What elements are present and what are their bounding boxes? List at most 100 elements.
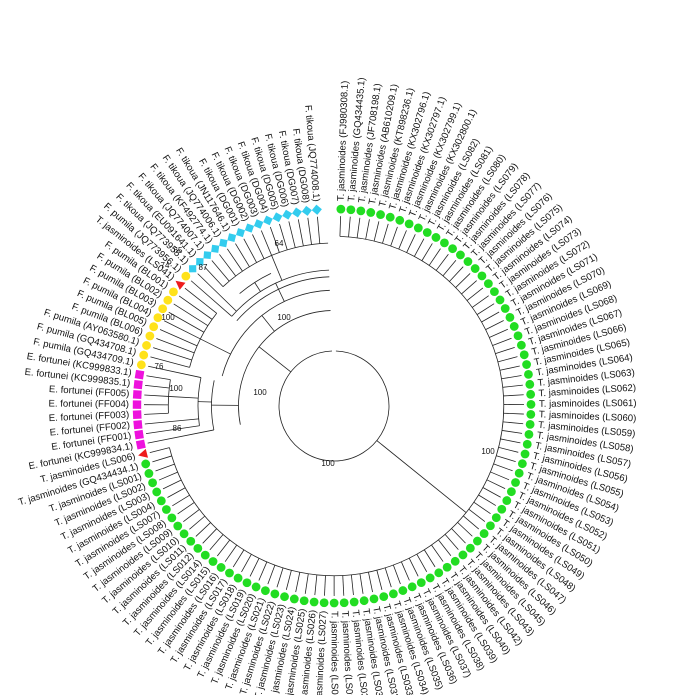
diamond-marker — [311, 204, 322, 215]
circle-marker — [329, 598, 339, 608]
circle-marker — [299, 596, 309, 606]
leaf-branch — [217, 539, 231, 557]
leaf-branch — [392, 564, 401, 585]
leaf-branch — [146, 375, 171, 381]
leaf-branch — [149, 447, 170, 453]
leaf-branch — [435, 254, 449, 271]
leaf-branch — [492, 337, 512, 346]
leaf-branch — [356, 217, 361, 238]
clade-arc — [211, 380, 215, 431]
leaf-branch — [503, 412, 524, 415]
leaf-branch — [398, 230, 407, 250]
leaf-branch — [495, 346, 515, 354]
clade-arc — [167, 379, 171, 414]
circle-marker — [309, 597, 319, 607]
leaf-branch — [173, 303, 209, 327]
diamond-marker — [219, 238, 228, 248]
bootstrap-value: 100 — [481, 447, 495, 456]
leaf-branch — [197, 273, 237, 312]
circle-marker — [465, 543, 475, 553]
leaf-branch — [368, 572, 373, 593]
circle-marker — [514, 468, 524, 478]
square-marker — [132, 390, 142, 400]
leaf-branch — [473, 501, 491, 515]
square-marker — [135, 439, 146, 450]
leaf-branch — [497, 356, 518, 363]
leaf-branch — [442, 260, 457, 277]
leaf-branch — [359, 573, 364, 594]
circle-marker — [440, 238, 449, 248]
bootstrap-value: 100 — [161, 313, 175, 322]
diamond-marker — [227, 233, 237, 242]
leaf-branch — [482, 487, 501, 498]
leaf-branch — [501, 430, 523, 434]
leaf-branch — [288, 221, 296, 248]
circle-marker — [434, 568, 444, 578]
circle-marker — [289, 594, 299, 604]
bootstrap-value: 100 — [253, 388, 267, 397]
diamond-marker — [282, 209, 293, 220]
circle-marker — [525, 419, 535, 429]
circle-marker — [413, 223, 423, 233]
leaf-branch — [184, 287, 217, 314]
leaf-branch — [499, 365, 520, 371]
circle-marker — [158, 304, 168, 314]
circle-marker — [479, 529, 489, 538]
circle-marker — [519, 350, 529, 360]
leaf-branch — [155, 463, 175, 472]
bootstrap-value: 100 — [321, 459, 335, 468]
circle-marker — [270, 589, 280, 599]
leaf-branch — [178, 295, 213, 320]
leaf-branch — [195, 522, 211, 537]
taxon-label: T. jasminoides (LS028) — [329, 611, 340, 695]
leaf-branch — [269, 226, 280, 253]
bootstrap-value: 100 — [277, 313, 291, 322]
circle-marker — [251, 582, 261, 592]
leaf-branch — [428, 248, 441, 266]
leaf-branch — [295, 572, 301, 593]
leaf-branch — [449, 266, 464, 282]
circle-marker — [148, 478, 157, 488]
leaf-branch — [153, 347, 192, 361]
circle-marker — [369, 594, 379, 604]
leaf-branch — [408, 558, 419, 577]
circle-marker — [505, 312, 515, 322]
leaf-branch — [373, 221, 380, 242]
circle-marker — [152, 487, 162, 497]
leaf-branch — [189, 515, 206, 530]
diamond-marker — [196, 258, 204, 266]
leaf-branch — [168, 311, 205, 333]
leaf-branch — [145, 384, 170, 389]
bootstrap-value: 74 — [161, 261, 170, 270]
leaf-branch — [485, 320, 504, 330]
bootstrap-values: 100 100 76 86 100 64 87 65 74 100 100 100 — [155, 239, 496, 468]
leaf-branch — [461, 280, 477, 295]
circle-marker — [495, 295, 505, 305]
leaf-branch — [209, 534, 224, 551]
circle-marker — [200, 550, 210, 560]
leaf-branch — [390, 226, 398, 247]
leaf-branch — [307, 217, 312, 245]
circle-marker — [163, 295, 173, 305]
taxon-markers — [132, 204, 536, 608]
leaf-branch — [342, 575, 345, 596]
circle-marker — [526, 409, 536, 419]
circle-marker — [470, 264, 480, 273]
leaf-branch — [416, 553, 428, 573]
leaf-branch — [489, 328, 508, 338]
clade-arc — [221, 289, 330, 377]
circle-marker — [517, 459, 527, 469]
leaf-branch — [451, 528, 466, 544]
circle-marker — [404, 219, 414, 229]
leaf-branch — [317, 216, 321, 244]
circle-marker — [524, 429, 534, 439]
leaf-branch — [481, 311, 500, 323]
leaf-branch — [258, 561, 268, 581]
clade-stem — [275, 282, 279, 290]
circle-marker — [526, 399, 536, 409]
leaf-branch — [486, 479, 506, 489]
clade-stem — [258, 346, 292, 373]
circle-marker — [497, 504, 507, 514]
clade-stem — [376, 440, 467, 513]
circle-marker — [442, 562, 452, 572]
